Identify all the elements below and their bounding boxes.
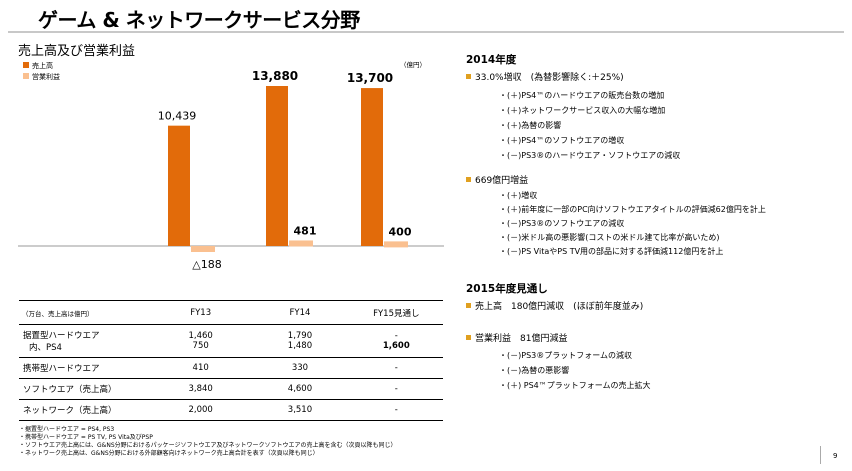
fy14-profit-text: 669億円増益: [475, 176, 529, 186]
table-cell: 1,790 1,480: [250, 325, 349, 358]
bullet-square-icon: [466, 177, 471, 182]
fy14-heading: 2014年度: [466, 54, 517, 66]
list-item: ・(－)PS VitaやPS TV用の部品に対する評価減112億円を計上: [499, 247, 724, 256]
table-cell: 4,600: [287, 384, 313, 394]
list-item: ・(＋)増収: [499, 191, 538, 200]
row-label-ps4: 内、PS4: [29, 343, 62, 353]
table-row: 据置型ハードウエア 内、PS4 1,460 750 1,790 1,480 - …: [19, 325, 443, 358]
bar-sales-2: [361, 88, 383, 247]
page-title: ゲーム & ネットワークサービス分野: [38, 8, 360, 32]
table-cell: 3,510: [287, 405, 313, 415]
fy15-sales-text: 売上高 180億円減収 (ほぼ前年度並み): [475, 302, 644, 312]
legend-label-profit: 営業利益: [32, 73, 60, 81]
cell-value: 750: [192, 341, 209, 351]
table-cell: -: [394, 363, 398, 373]
footnotes: ・据置型ハードウエア = PS4, PS3 ・携帯型ハードウエア = PS TV…: [19, 426, 397, 458]
fy14-sales-text: 33.0%増収 (為替影響除く:＋25%): [475, 73, 624, 83]
cell-value: 1,480: [287, 341, 313, 351]
table-row-label: ネットワーク（売上高）: [23, 406, 117, 416]
legend-label-sales: 売上高: [32, 62, 53, 70]
table-row: ソフトウエア（売上高） 3,840 4,600 -: [19, 379, 443, 400]
table-cell: 410: [192, 363, 209, 373]
legend-swatch-sales: [23, 62, 29, 68]
table-cell: 1,460 750: [151, 325, 250, 358]
list-item: ・(－)PS3®のハードウエア・ソフトウエアの減収: [499, 151, 681, 160]
fy14-profit-bullet: 669億円増益: [466, 173, 528, 186]
page-number: 9: [833, 452, 838, 460]
list-item: ・(＋)ネットワークサービス収入の大幅な増加: [499, 106, 666, 115]
legend-swatch-profit: [23, 73, 29, 79]
footnote: ・携帯型ハードウエア = PS TV, PS Vita及びPSP: [19, 434, 153, 441]
table-row-label: 据置型ハードウエア 内、PS4: [19, 325, 151, 358]
row-label-console: 据置型ハードウエア: [23, 331, 100, 341]
data-label-profit-0: △188: [192, 258, 221, 271]
data-label-sales-1: 13,880: [252, 69, 298, 83]
table-col-fy14: FY14: [250, 300, 350, 325]
data-label-profit-2: 400: [389, 225, 412, 238]
cell-value: -: [394, 331, 398, 341]
data-table: （万台、売上高は億円） FY13 FY14 FY15見通し 据置型ハードウエア …: [19, 300, 443, 421]
footnote: ・ネットワーク売上高は、G&NS分野における外部顧客向けネットワーク売上高合計を…: [19, 450, 319, 457]
bullet-square-icon: [466, 335, 471, 340]
list-item: ・(＋) PS4™プラットフォームの売上拡大: [499, 381, 651, 390]
list-item: ・(－)為替の悪影響: [499, 366, 570, 375]
table-unit-header: （万台、売上高は億円）: [19, 300, 152, 325]
bar-profit-1: [289, 240, 313, 247]
list-item: ・(－)PS3®プラットフォームの減収: [499, 351, 632, 360]
cell-value: 1,790: [287, 331, 313, 341]
footnote: ・据置型ハードウエア = PS4, PS3: [19, 426, 115, 433]
fy15-sales-bullet: 売上高 180億円減収 (ほぼ前年度並み): [466, 299, 643, 312]
table-row-label: ソフトウエア（売上高）: [23, 385, 117, 395]
table-cell: 330: [291, 363, 309, 373]
bar-profit-0: [191, 246, 215, 252]
footnote: ・ソフトウエア売上高には、G&NS分野におけるパッケージソフトウエア及びネットワ…: [19, 442, 397, 449]
table-col-fy13: FY13: [151, 300, 251, 325]
chart-unit-label: （億円）: [400, 61, 426, 69]
table-cell: -: [394, 405, 398, 415]
bullet-square-icon: [466, 303, 471, 308]
cell-value: 1,460: [188, 331, 213, 341]
table-cell: 2,000: [188, 405, 213, 415]
fy15-heading: 2015年度見通し: [466, 283, 548, 295]
list-item: ・(＋)前年度に一部のPC向けソフトウエアタイトルの評価減62億円を計上: [499, 205, 766, 214]
data-label-sales-0: 10,439: [158, 110, 197, 123]
list-item: ・(＋)PS4™のソフトウエアの増収: [499, 136, 625, 145]
fy14-sales-items: ・(＋)PS4™のハードウエアの販売台数の増加 ・(＋)ネットワークサービス収入…: [499, 88, 680, 163]
table-row-label: 携帯型ハードウエア: [23, 364, 100, 374]
table-cell: 3,840: [188, 384, 213, 394]
list-item: ・(－)PS3®のソフトウエアの減収: [499, 219, 625, 228]
table-row: ネットワーク（売上高） 2,000 3,510 -: [19, 400, 443, 421]
bullet-square-icon: [466, 74, 471, 79]
table-header-row: （万台、売上高は億円） FY13 FY14 FY15見通し: [19, 300, 443, 325]
fy14-profit-items: ・(＋)増収 ・(＋)前年度に一部のPC向けソフトウエアタイトルの評価減62億円…: [499, 189, 766, 259]
list-item: ・(＋)PS4™のハードウエアの販売台数の増加: [499, 91, 665, 100]
list-item: ・(－)米ドル高の悪影響(コストの米ドル建て比率が高いため): [499, 233, 720, 242]
chart-heading: 売上高及び営業利益: [18, 44, 136, 59]
fy14-sales-bullet: 33.0%増収 (為替影響除く:＋25%): [466, 70, 624, 83]
data-label-profit-1: 481: [294, 224, 317, 237]
bar-profit-2: [384, 241, 408, 248]
data-label-sales-2: 13,700: [347, 71, 393, 85]
table-col-fy15: FY15見通し: [349, 300, 443, 325]
table-cell: - 1,600: [350, 325, 443, 358]
bar-sales-0: [168, 125, 190, 246]
bar-chart: 10,439 △188 13,880 481 13,700 400: [18, 69, 444, 271]
title-divider: [8, 31, 844, 33]
page-number-divider: [820, 446, 821, 464]
bar-sales-1: [266, 86, 288, 246]
fy15-profit-items: ・(－)PS3®プラットフォームの減収 ・(－)為替の悪影響 ・(＋) PS4™…: [499, 348, 651, 393]
fy15-profit-text: 営業利益 81億円減益: [475, 334, 568, 344]
cell-value: 1,600: [382, 341, 410, 351]
table-row: 携帯型ハードウエア 410 330 -: [19, 358, 443, 379]
table-cell: -: [394, 384, 398, 394]
list-item: ・(＋)為替の影響: [499, 121, 562, 130]
fy15-profit-bullet: 営業利益 81億円減益: [466, 331, 567, 344]
